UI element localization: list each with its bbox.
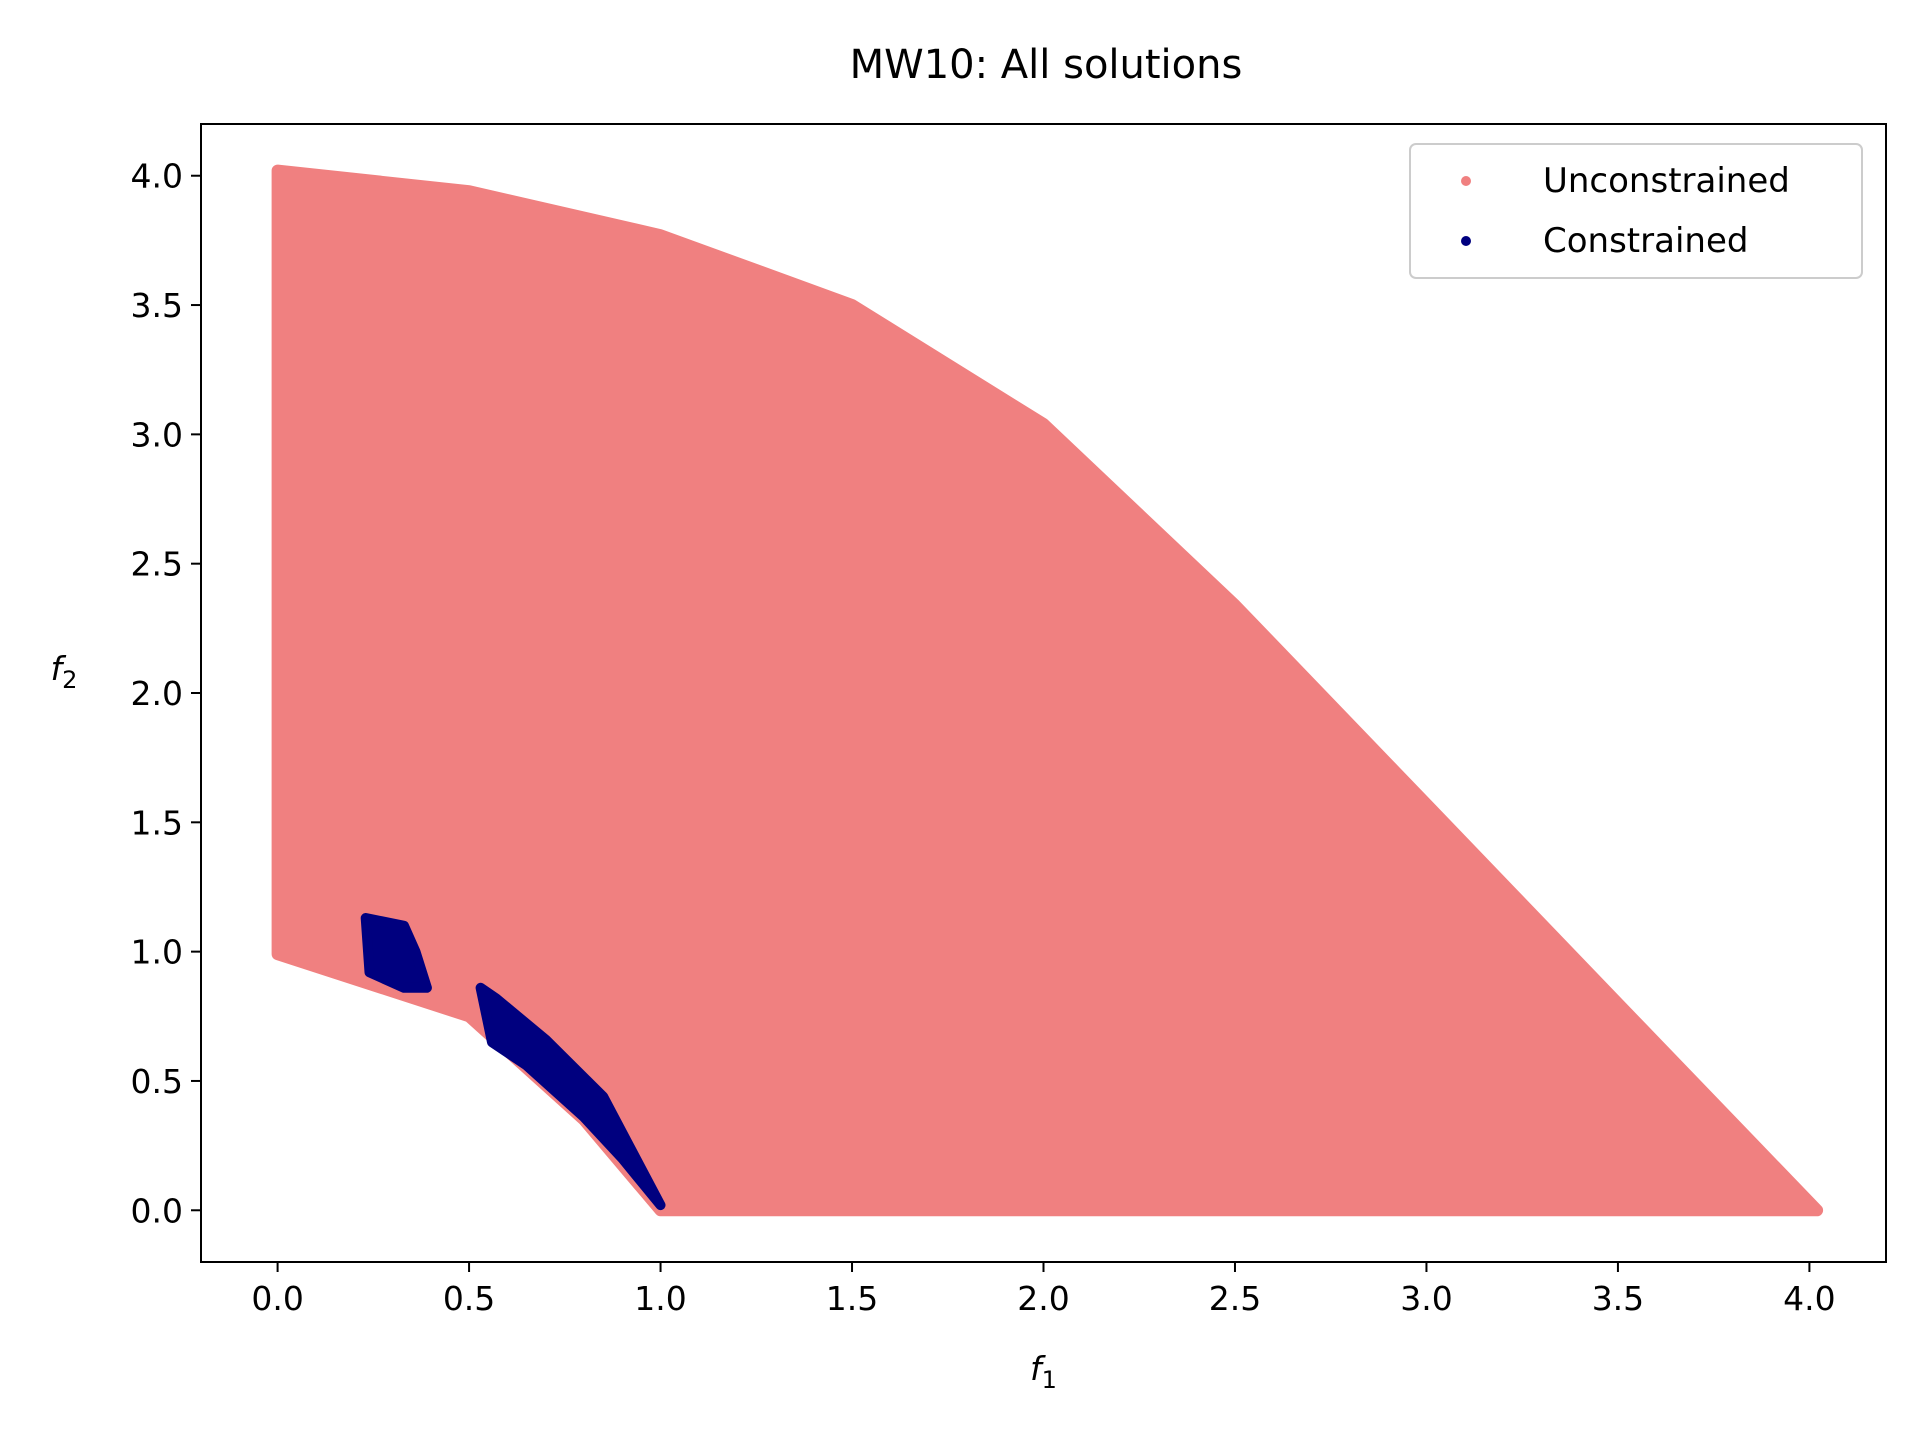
x-tick-label: 2.5	[1209, 1279, 1261, 1318]
x-tick-label: 3.0	[1400, 1279, 1452, 1318]
y-axis-label-sub: 2	[62, 666, 77, 694]
x-tick-label: 1.5	[826, 1279, 878, 1318]
legend-label-constrained: Constrained	[1543, 221, 1748, 261]
y-tick-label: 0.5	[131, 1062, 183, 1101]
y-tick-label: 2.0	[131, 674, 183, 713]
legend-box	[1409, 143, 1863, 279]
y-axis: 0.0 0.5 1.0 1.5 2.0 2.5 3.0 3.5 4.0	[131, 157, 201, 1230]
y-tick-label: 1.5	[131, 803, 183, 842]
y-tick-label: 4.0	[131, 157, 183, 196]
y-tick-label: 2.5	[131, 545, 183, 584]
x-tick-label: 0.0	[251, 1279, 303, 1318]
x-tick-label: 1.0	[634, 1279, 686, 1318]
x-tick-label: 0.5	[443, 1279, 495, 1318]
legend: Unconstrained Constrained	[1409, 143, 1863, 279]
x-tick-label: 4.0	[1783, 1279, 1835, 1318]
legend-label-unconstrained: Unconstrained	[1543, 161, 1790, 201]
plot-area	[271, 164, 1824, 1217]
x-axis-label: f1	[1030, 1349, 1057, 1394]
y-axis-label: f2	[51, 649, 78, 694]
series-constrained-cluster-2	[475, 982, 666, 1211]
y-tick-label: 0.0	[131, 1191, 183, 1230]
y-tick-label: 3.5	[131, 286, 183, 325]
x-axis: 0.0 0.5 1.0 1.5 2.0 2.5 3.0 3.5 4.0	[251, 1262, 1836, 1318]
x-axis-label-sub: 1	[1042, 1366, 1057, 1394]
legend-marker-unconstrained	[1461, 176, 1471, 186]
x-tick-label: 3.5	[1592, 1279, 1644, 1318]
y-tick-label: 3.0	[131, 415, 183, 454]
series-constrained-cluster-1	[360, 913, 432, 993]
y-tick-label: 1.0	[131, 933, 183, 972]
chart-title: MW10: All solutions	[850, 42, 1243, 88]
legend-marker-constrained	[1461, 236, 1471, 246]
x-tick-label: 2.0	[1017, 1279, 1069, 1318]
